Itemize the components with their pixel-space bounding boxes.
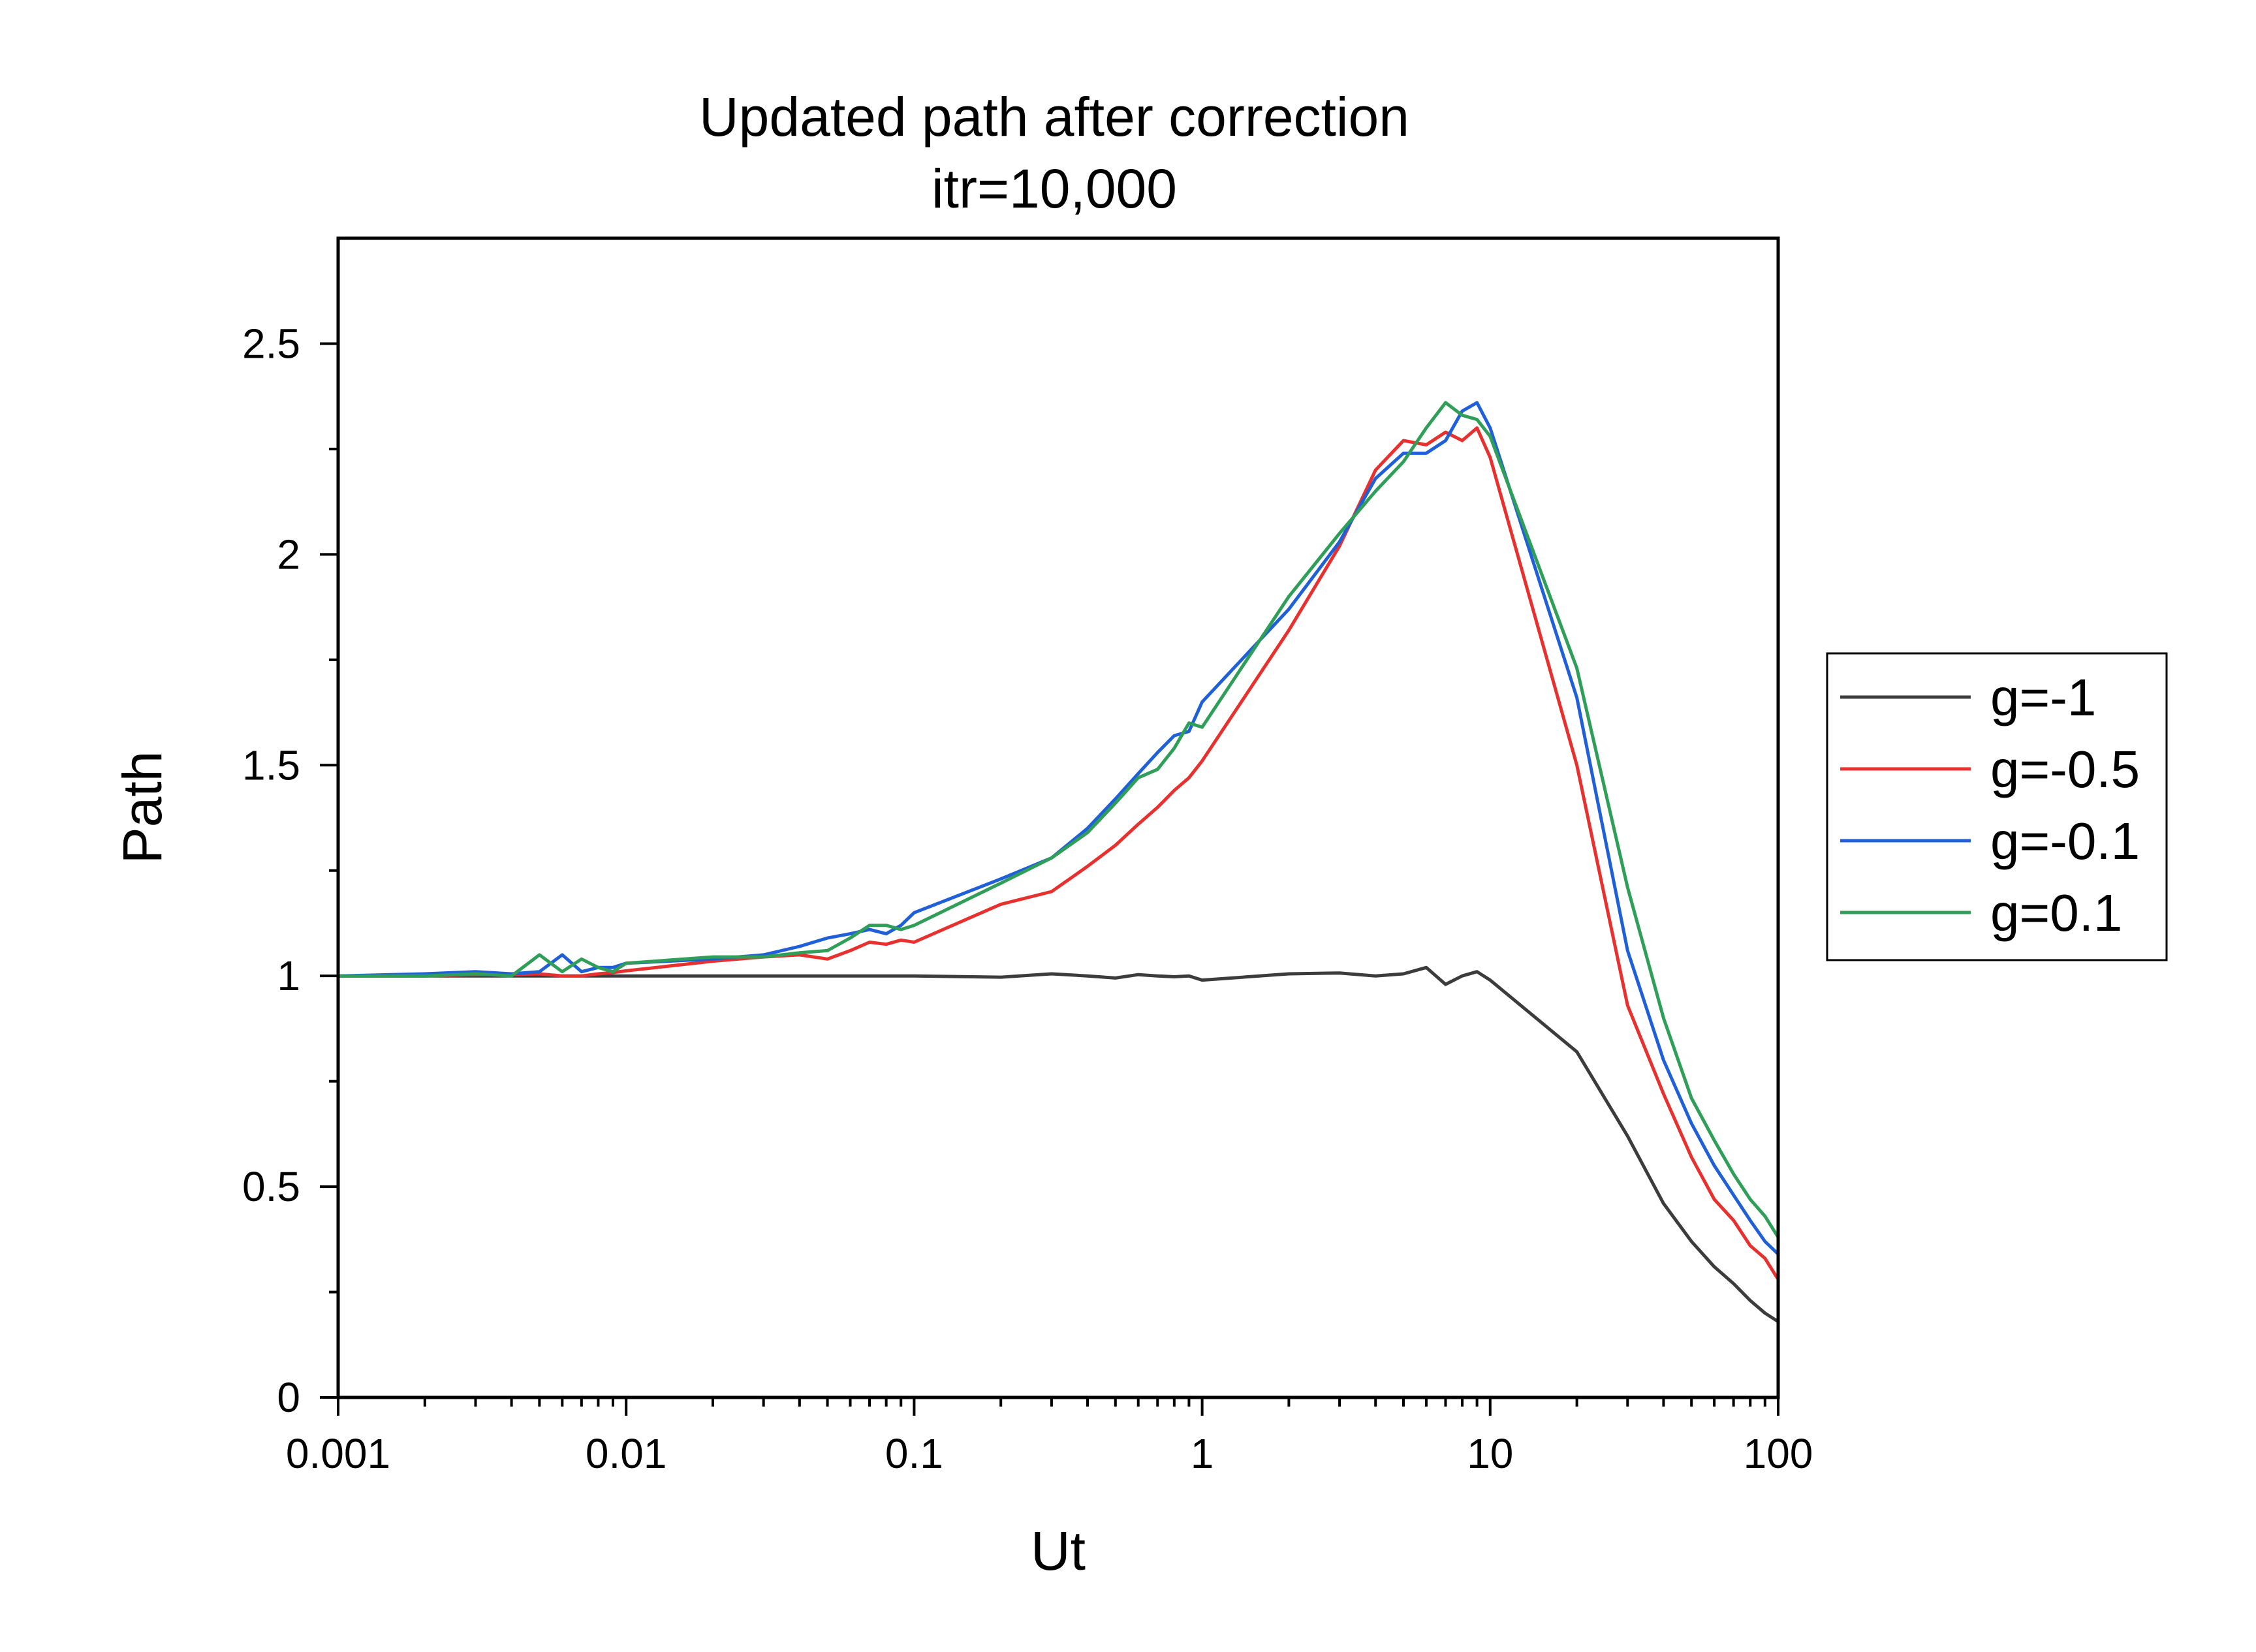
legend-label-3: g=-0.1	[1990, 812, 2140, 870]
series-line-4	[338, 401, 1780, 1238]
y-tick-label: 1.5	[242, 741, 300, 788]
plot-lines	[337, 401, 1780, 1323]
y-tick-label: 0	[277, 1374, 300, 1421]
chart-subtitle: itr=10,000	[932, 158, 1177, 219]
x-tick-label: 0.001	[286, 1430, 390, 1477]
legend-label-2: g=-0.5	[1990, 740, 2140, 798]
legend-box	[1826, 652, 2168, 961]
y-tick-label: 2.5	[242, 320, 300, 367]
x-tick-label: 0.1	[885, 1430, 943, 1477]
plot-frame	[336, 236, 1780, 1399]
series-line-3	[337, 401, 1779, 1256]
legend-label-4: g=0.1	[1990, 884, 2122, 942]
x-axis: 0.001 0.01 0.1 1 10 100	[286, 1397, 1813, 1477]
x-tick-label: 1	[1191, 1430, 1214, 1477]
y-axis-label: Path	[112, 751, 173, 864]
y-tick-label: 1	[277, 952, 300, 999]
y-tick-label: 2	[277, 531, 300, 578]
legend-label-1: g=-1	[1990, 668, 2096, 726]
x-tick-label: 10	[1467, 1430, 1513, 1477]
legend: g=-1 g=-0.5 g=-0.1 g=0.1	[1826, 652, 2168, 961]
x-tick-label: 0.01	[586, 1430, 667, 1477]
x-axis-label: Ut	[1031, 1520, 1086, 1582]
x-tick-label: 100	[1744, 1430, 1813, 1477]
y-axis: 0 0.5 1 1.5 2 2.5	[242, 320, 338, 1421]
series-line-2	[338, 426, 1780, 1281]
chart-title: Updated path after correction	[699, 86, 1409, 148]
series-line-1	[338, 965, 1779, 1323]
y-tick-label: 0.5	[242, 1163, 300, 1210]
